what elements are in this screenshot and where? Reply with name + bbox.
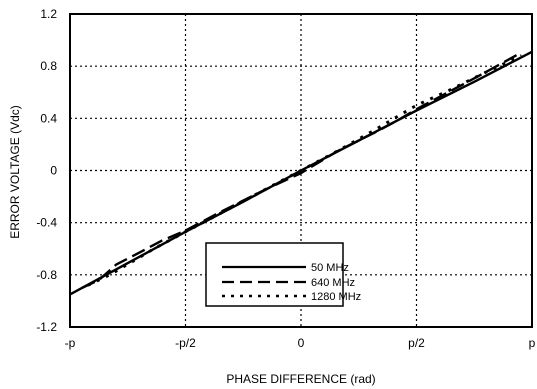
- x-tick-label: -p/2: [175, 336, 196, 350]
- x-tick-label: p/2: [408, 336, 425, 350]
- y-axis-label: ERROR VOLTAGE (Vdc): [8, 105, 22, 239]
- x-tick-label: -p: [65, 336, 76, 350]
- legend: 50 MHz 640 MHz 1280 MHz: [205, 242, 361, 307]
- y-tick-label: -1.2: [36, 320, 57, 334]
- y-tick-label: -0.8: [36, 268, 57, 282]
- y-tick-label: 0.8: [40, 59, 57, 73]
- legend-label-640mhz: 640 MHz: [311, 277, 355, 289]
- y-tick-label: 1.2: [40, 7, 57, 21]
- y-tick-label: 0.4: [40, 111, 57, 125]
- x-tick-label: p: [529, 336, 536, 350]
- x-tick-label: 0: [298, 336, 305, 350]
- legend-box: [205, 242, 344, 307]
- plot-frame: [69, 13, 533, 328]
- y-tick-label: -0.4: [36, 216, 57, 230]
- series-layer: [69, 50, 533, 296]
- y-tick-label: 0: [50, 164, 57, 178]
- series-line-1280-mhz: [87, 54, 523, 287]
- tick-labels: -p -p/2 0 p/2 p 1.2 0.8 0.4 0 -0.4 -0.8 -1.2: [36, 7, 535, 350]
- x-axis-label: PHASE DIFFERENCE (rad): [226, 372, 375, 386]
- legend-label-1280mhz: 1280 MHz: [311, 291, 361, 303]
- legend-label-50mhz: 50 MHz: [311, 262, 349, 274]
